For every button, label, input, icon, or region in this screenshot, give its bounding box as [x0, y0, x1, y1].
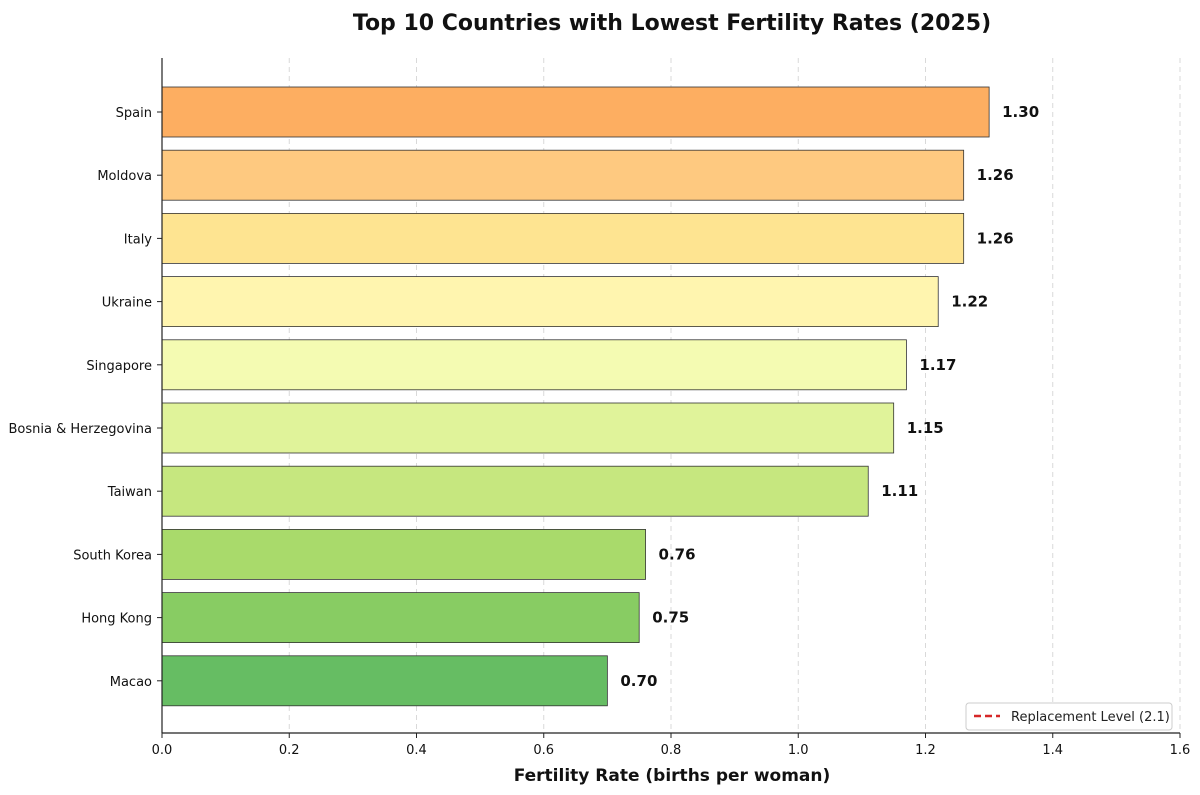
x-tick-labels: 0.0 0.2 0.4 0.6 0.8 1.0 1.2 1.4 1.6	[152, 733, 1191, 758]
x-tick-label: 1.0	[788, 743, 809, 758]
bar	[161, 276, 939, 328]
value-label: 1.22	[951, 293, 988, 311]
legend-box	[965, 702, 1173, 731]
bar	[161, 339, 907, 391]
bar	[161, 592, 640, 643]
x-axis-label: Fertility Rate (births per woman)	[514, 766, 831, 786]
bar	[161, 402, 895, 454]
value-label: 1.15	[907, 419, 944, 437]
value-label: 1.17	[919, 356, 956, 374]
bar	[161, 465, 869, 517]
value-label: 0.76	[659, 545, 696, 563]
x-tick-label: 0.6	[533, 743, 554, 758]
category-labels: Spain Moldova Italy Ukraine Singapore Bosnia …	[8, 106, 162, 690]
x-tick-label: 1.2	[915, 743, 936, 758]
bar	[161, 86, 990, 138]
bar	[161, 149, 965, 201]
legend: Replacement Level (2.1)	[965, 702, 1173, 731]
category-label: Moldova	[97, 169, 152, 184]
bars	[161, 86, 990, 707]
value-label: 1.11	[881, 482, 918, 500]
x-tick-label: 1.4	[1042, 743, 1063, 758]
x-tick-label: 0.4	[406, 743, 427, 758]
bar	[161, 655, 608, 707]
x-tick-label: 0.8	[661, 743, 682, 758]
category-label: Singapore	[86, 359, 152, 374]
x-tick-label: 0.0	[152, 743, 173, 758]
category-label: Spain	[116, 106, 152, 121]
value-label: 0.75	[652, 609, 689, 627]
category-label: South Korea	[73, 548, 152, 563]
value-label: 0.70	[620, 672, 657, 690]
category-label: Taiwan	[107, 485, 152, 500]
value-label: 1.30	[1002, 103, 1039, 121]
bar	[161, 529, 646, 580]
value-labels: 1.30 1.26 1.26 1.22 1.17 1.15 1.11 0.76 0.75 0.70	[620, 103, 1039, 690]
chart-title: Top 10 Countries with Lowest Fertility R…	[353, 11, 991, 36]
category-label: Macao	[110, 675, 152, 690]
value-label: 1.26	[977, 166, 1014, 184]
category-label: Ukraine	[102, 296, 152, 311]
x-tick-label: 0.2	[279, 743, 300, 758]
value-label: 1.26	[977, 229, 1014, 247]
category-label: Italy	[124, 232, 153, 247]
bar	[161, 212, 965, 264]
category-label: Bosnia & Herzegovina	[8, 422, 152, 437]
x-tick-label: 1.6	[1170, 743, 1191, 758]
category-label: Hong Kong	[81, 612, 152, 627]
legend-entry-replacement-level: Replacement Level (2.1)	[1011, 710, 1170, 725]
